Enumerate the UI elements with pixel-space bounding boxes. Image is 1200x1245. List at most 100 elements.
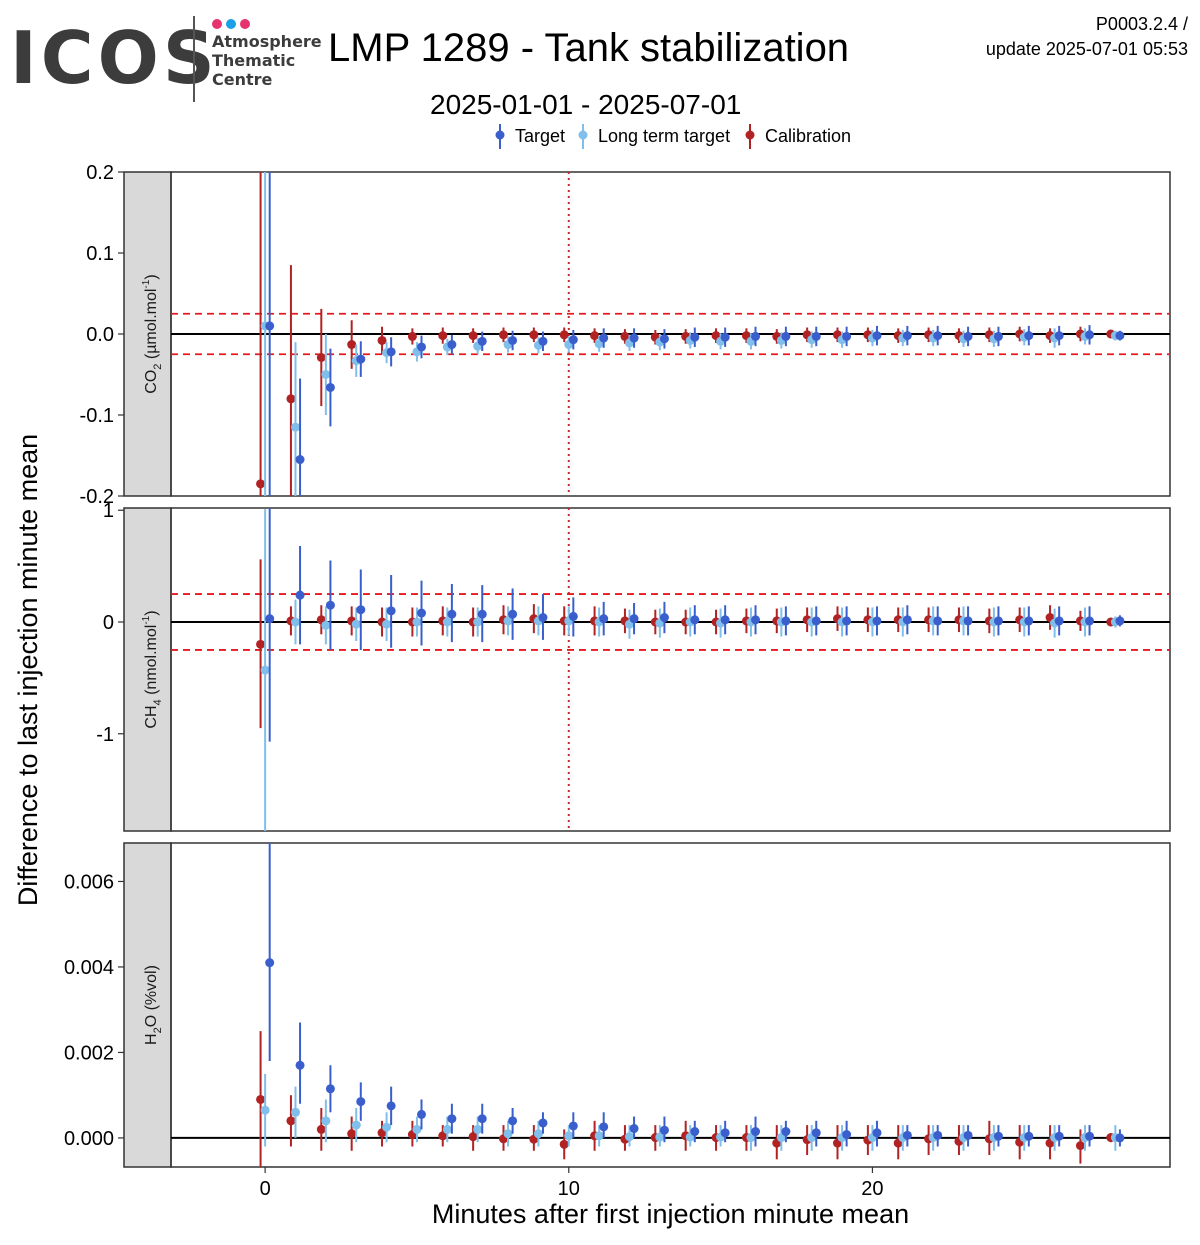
facet-panel: CH4 (nmol.mol-1)-101 [96,500,1171,832]
strip-label-part: (nmol.mol [143,625,160,700]
strip-label-part: ) [143,274,160,279]
data-point [407,331,417,341]
data-point [316,1124,326,1134]
data-point [295,1060,305,1070]
data-point [564,1131,574,1141]
data-point [325,600,335,610]
strip-label-part: (µmol.mol [143,289,160,364]
legend-key-point [578,130,588,140]
data-point [1085,1131,1095,1141]
data-point [468,1132,478,1142]
data-point [933,616,943,626]
data-point [265,614,275,624]
data-point [1054,1131,1064,1141]
data-point [659,1125,669,1135]
data-point [902,1130,912,1140]
data-point [872,331,882,341]
data-point [325,382,335,392]
data-point [538,336,548,346]
strip-label-part: CH [143,705,160,728]
data-point [442,1124,452,1134]
logo-sub-line: Thematic [212,51,296,70]
facet-strip-label: H2O (%vol) [143,965,164,1045]
data-point [286,394,296,404]
data-point [599,1122,609,1132]
data-point [781,1127,791,1137]
data-point [386,1101,396,1111]
data-point [781,331,791,341]
y-tick-label: 0 [103,612,114,634]
y-tick-label: 1 [103,500,114,522]
strip-label-part: 4 [152,699,164,705]
panel-border [170,842,1171,1168]
data-point [1024,616,1034,626]
legend-key-point [745,130,755,140]
data-point [811,1128,821,1138]
data-point [720,1128,730,1138]
data-point [386,347,396,357]
version-label: P0003.2.4 / [1095,14,1188,34]
data-point [473,617,483,627]
data-point [963,1130,973,1140]
data-point [533,1129,543,1139]
data-point [256,639,266,649]
data-point [382,619,392,629]
y-tick-label: -0.1 [80,405,114,427]
data-point [620,331,630,341]
update-label: update 2025-07-01 05:53 [985,39,1188,59]
data-point [356,605,366,615]
data-point [316,352,326,362]
data-point [590,331,600,341]
data-point [447,1114,457,1124]
data-point [993,616,1003,626]
data-point [568,1121,578,1131]
data-point [417,342,427,352]
data-point [625,1132,635,1142]
data-point [256,479,266,489]
data-point [256,1094,266,1104]
data-point [720,332,730,342]
data-point [872,1128,882,1138]
data-point [265,321,275,331]
strip-label-part: 2 [152,1027,164,1033]
data-point [1024,331,1034,341]
data-point [963,331,973,341]
data-point [477,609,487,619]
data-point [351,1120,361,1130]
facet-strip [123,842,172,1168]
legend-entry: Long term target [578,124,730,149]
data-point [356,1097,366,1107]
data-point [659,613,669,623]
data-point [629,614,639,624]
data-point [447,609,457,619]
data-point [655,1132,665,1142]
panel-data [256,508,1125,831]
data-point [442,617,452,627]
strip-label-part: 2 [152,364,164,370]
data-point [902,331,912,341]
data-point [503,616,513,626]
data-point [933,331,943,341]
data-point [559,1139,569,1149]
y-axis-label: Difference to last injection minute mean [13,434,43,906]
data-point [290,422,300,432]
icos-logo: ICOS [10,16,219,100]
strip-label-part: -1 [141,615,152,624]
y-tick-label: 0.004 [64,957,114,979]
data-point [286,1116,296,1126]
data-point [1054,331,1064,341]
chart-title: LMP 1289 - Tank stabilization [328,26,850,70]
data-point [1115,616,1125,626]
y-tick-label: 0.000 [64,1128,114,1150]
data-point [386,606,396,616]
legend-label: Target [515,126,565,146]
data-point [265,958,275,968]
data-point [260,1105,270,1115]
data-point [477,1114,487,1124]
data-point [447,340,457,350]
data-point [842,616,852,626]
logo-divider [193,16,195,102]
data-point [781,616,791,626]
data-point [599,333,609,343]
strip-label-part: O (%vol) [143,965,160,1027]
